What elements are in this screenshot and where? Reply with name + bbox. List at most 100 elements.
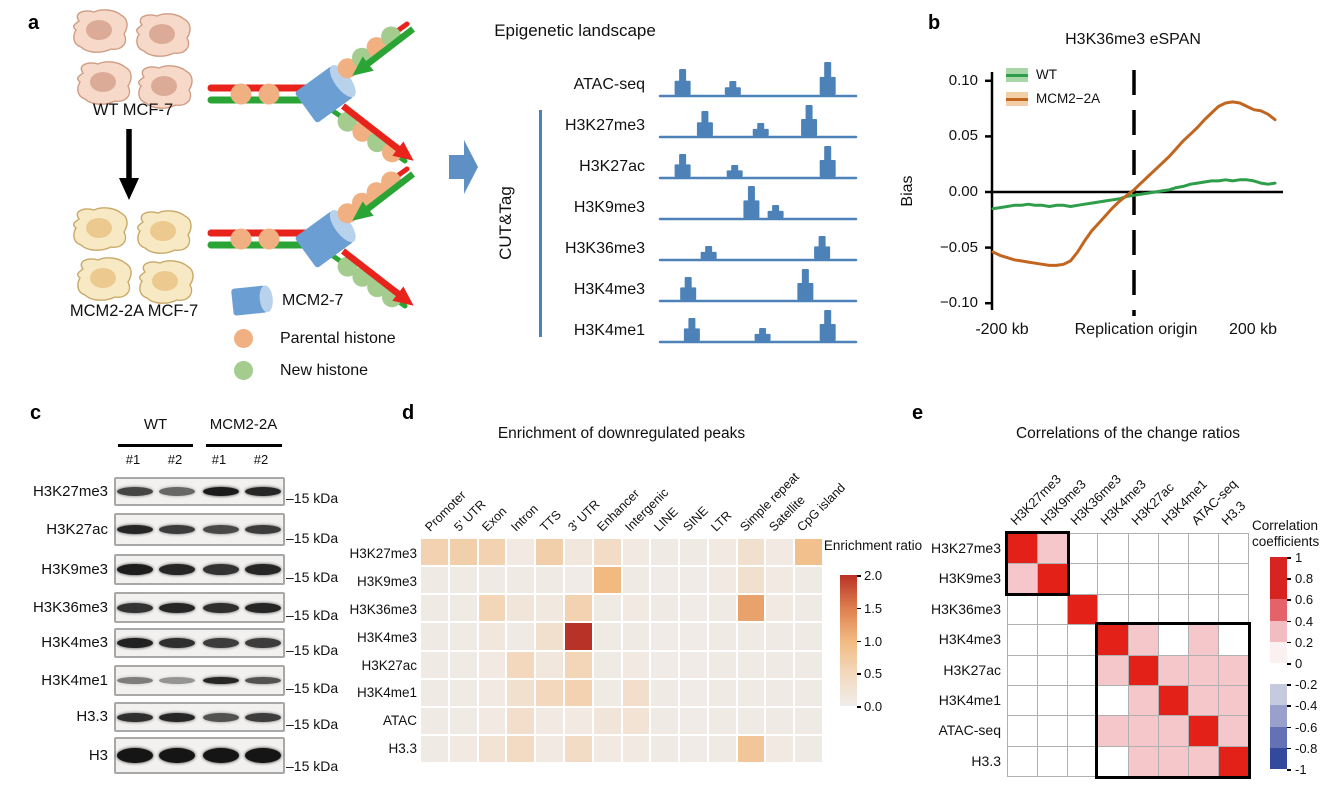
- heatmap-cell: [536, 679, 563, 706]
- blot-group-wt: WT: [143, 416, 168, 433]
- size-marker-label: –15 kDa: [286, 716, 339, 732]
- signal-peak: [818, 236, 826, 259]
- heatmap-cell: [737, 539, 765, 566]
- heatmap-cell: [766, 651, 794, 678]
- correlation-cell: [1128, 564, 1159, 595]
- heatmap-cell: [507, 679, 535, 706]
- row-label: H3K27ac: [361, 657, 417, 673]
- blot-band: [159, 525, 195, 534]
- size-marker-label: –15 kDa: [286, 530, 339, 546]
- panel-c-label: c: [30, 402, 42, 424]
- lane-label: #2: [253, 452, 269, 467]
- legend-swatch-line: [1006, 73, 1028, 77]
- heatmap-cell: [622, 707, 650, 734]
- legend-swatch-WT: [1006, 68, 1028, 82]
- heatmap-cell: [622, 651, 650, 678]
- correlation-cell: [1098, 655, 1129, 686]
- mcm2-2a-cells-illustration: [72, 207, 194, 304]
- heatmap-cell: [478, 595, 506, 622]
- correlation-cell: [1128, 685, 1159, 717]
- new-strand-arrow-red: [341, 248, 414, 306]
- heatmap-cell: [507, 539, 535, 566]
- heatmap-cell: [651, 735, 679, 762]
- heatmap-cell: [449, 679, 477, 706]
- blot-band: [245, 525, 281, 534]
- signal-peak: [824, 146, 832, 177]
- heatmap-cell: [737, 623, 765, 650]
- heatmap-cell: [593, 623, 621, 650]
- blot-band: [203, 677, 239, 684]
- landscape-title: Epigenetic landscape: [494, 21, 656, 40]
- blot-band: [245, 602, 281, 613]
- correlation-cell: [1158, 594, 1189, 626]
- heatmap-cell: [766, 707, 794, 734]
- heatmap-cell: [593, 651, 621, 678]
- blot-band: [245, 564, 281, 575]
- colorbar-tick-mark: [857, 575, 861, 577]
- espan-x-label-origin: Replication origin: [1074, 321, 1198, 338]
- heatmap-cell: [622, 679, 650, 706]
- track-signal: [658, 269, 858, 303]
- signal-peak: [688, 318, 696, 341]
- signal-peak: [801, 269, 809, 300]
- correlation-cell: [1008, 534, 1039, 565]
- heatmap-cell: [564, 735, 592, 762]
- colorbar-tick-label: -0.8: [1295, 740, 1318, 756]
- column-label: SINE: [680, 503, 711, 535]
- size-marker-label: –15 kDa: [286, 569, 339, 585]
- colorbar-tick-mark: [857, 673, 861, 675]
- colorbar-tick-label: 0: [1295, 656, 1303, 671]
- track-label: H3K36me3: [564, 240, 645, 257]
- blot-band: [117, 525, 153, 534]
- correlation-cell: [1158, 534, 1189, 565]
- heatmap-cell: [593, 539, 621, 566]
- correlation-cell: [1188, 685, 1219, 717]
- blot-band: [245, 712, 281, 722]
- wt-cells-illustration: [72, 9, 193, 109]
- heatmap-cell: [449, 651, 477, 678]
- colorbar-tick-label: -0.4: [1295, 698, 1318, 714]
- heatmap-cell: [593, 679, 621, 706]
- correlation-cell: [1188, 625, 1219, 656]
- blot-row-label: H3: [88, 746, 108, 764]
- lane-label: #2: [167, 452, 183, 467]
- heatmap-cell: [795, 651, 822, 678]
- blot-group-underline-wt: [118, 444, 193, 447]
- colorbar-band: [1270, 557, 1287, 579]
- panel-d-label: d: [402, 402, 415, 424]
- heatmap-cell: [536, 567, 563, 594]
- heatmap-cell: [680, 679, 707, 706]
- heatmap-cell: [651, 707, 679, 734]
- track-signal: [658, 146, 858, 180]
- track-label: ATAC-seq: [573, 76, 645, 93]
- heatmap-cell: [449, 539, 477, 566]
- enrichment-heatmap: [421, 539, 822, 762]
- correlation-cell: [1038, 716, 1069, 747]
- mcm2-7-icon: [231, 285, 273, 316]
- track-signal: [658, 105, 858, 139]
- series-WT: [991, 178, 1277, 211]
- heatmap-cell: [795, 595, 822, 622]
- y-tick-label: −0.05: [940, 238, 978, 256]
- correlation-cell: [1218, 716, 1249, 747]
- track-label: H3K9me3: [573, 199, 645, 216]
- new-strand-arrow-green: [352, 26, 415, 76]
- signal-peak: [705, 246, 713, 259]
- colorbar-band: [1270, 641, 1287, 663]
- heatmap-cell: [651, 679, 679, 706]
- correlation-cell: [1158, 655, 1189, 686]
- track-signal: [658, 236, 858, 262]
- espan-y-axis-label: Bias: [899, 175, 916, 207]
- heatmap-cell: [536, 651, 563, 678]
- correlation-cell: [1128, 655, 1159, 686]
- heatmap-cell: [478, 679, 506, 706]
- correlation-cell: [1218, 534, 1249, 565]
- heatmap-cell: [622, 623, 650, 650]
- blot-row-label: H3K9me3: [41, 560, 108, 578]
- blot-box: [114, 665, 285, 696]
- row-label: H3K4me3: [356, 629, 417, 645]
- blot-band: [245, 748, 281, 763]
- y-tick-label: −0.10: [940, 294, 978, 312]
- heatmap-cell: [708, 623, 736, 650]
- heatmap-cell: [651, 595, 679, 622]
